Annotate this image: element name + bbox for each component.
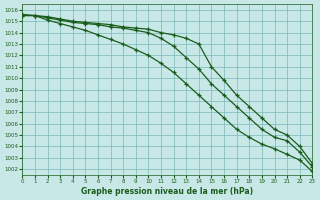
X-axis label: Graphe pression niveau de la mer (hPa): Graphe pression niveau de la mer (hPa) <box>81 187 253 196</box>
